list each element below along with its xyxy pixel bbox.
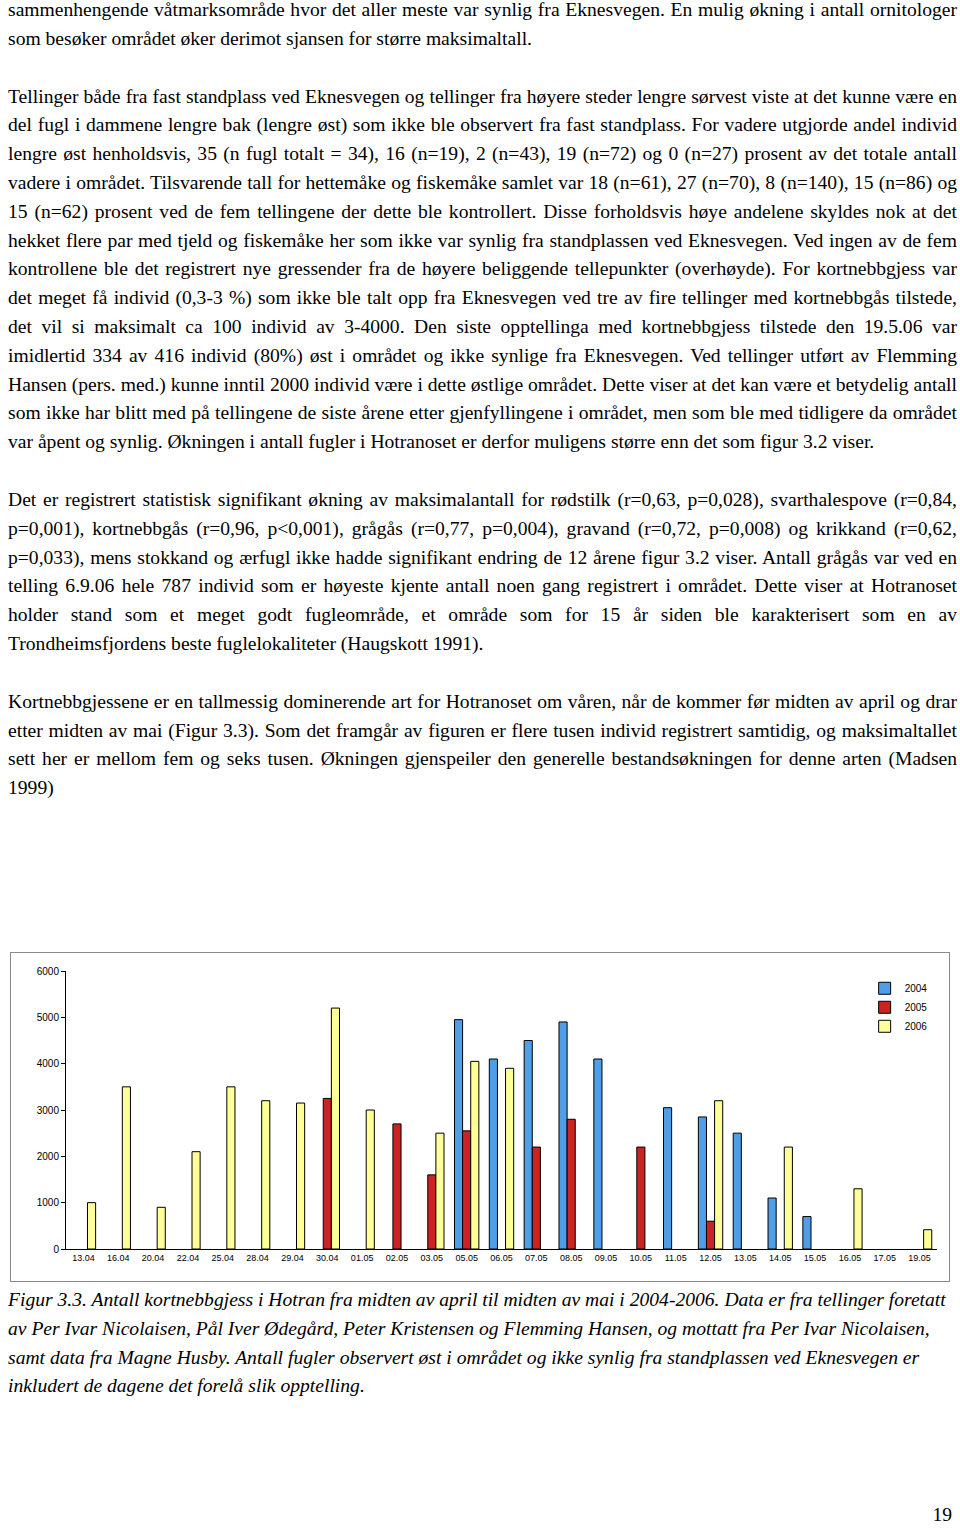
svg-text:2005: 2005 xyxy=(905,1002,928,1013)
svg-text:11.05: 11.05 xyxy=(665,1253,687,1263)
svg-text:06.05: 06.05 xyxy=(490,1253,513,1263)
svg-text:0: 0 xyxy=(53,1244,59,1255)
svg-text:02.05: 02.05 xyxy=(386,1253,409,1263)
svg-text:15.05: 15.05 xyxy=(804,1253,827,1263)
svg-text:2006: 2006 xyxy=(905,1021,928,1032)
svg-text:29.04: 29.04 xyxy=(281,1253,304,1263)
svg-text:5000: 5000 xyxy=(37,1012,60,1023)
svg-text:17.05: 17.05 xyxy=(873,1253,896,1263)
svg-text:14.05: 14.05 xyxy=(769,1253,792,1263)
svg-text:1000: 1000 xyxy=(37,1197,60,1208)
svg-text:22.04: 22.04 xyxy=(177,1253,200,1263)
svg-text:2004: 2004 xyxy=(905,983,928,994)
svg-text:03.05: 03.05 xyxy=(421,1253,444,1263)
svg-text:4000: 4000 xyxy=(37,1058,60,1069)
svg-text:05.05: 05.05 xyxy=(455,1253,478,1263)
html-text:Kortnebbgjessene er en tallmes: Kortnebbgjessene er en tallmessig domine… xyxy=(8,690,957,799)
html-text:Tellinger både fra fast standp: Tellinger både fra fast standplass ved E… xyxy=(8,85,957,453)
html-text:sammenhengende våtmarksområde: sammenhengende våtmarksområde hvor det a… xyxy=(8,0,957,49)
svg-text:09.05: 09.05 xyxy=(595,1253,618,1263)
svg-text:2000: 2000 xyxy=(37,1151,60,1162)
svg-text:10.05: 10.05 xyxy=(630,1253,653,1263)
html-text:Det er registrert statistisk s: Det er registrert statistisk signifikant… xyxy=(8,489,957,654)
html-text:Figur 3.3. Antall kortnebbgjes: Figur 3.3. Antall kortnebbgjess i Hotran… xyxy=(8,1289,946,1397)
svg-text:01.05: 01.05 xyxy=(351,1253,374,1263)
svg-text:08.05: 08.05 xyxy=(560,1253,583,1263)
html-text:19: 19 xyxy=(932,1504,952,1525)
svg-text:30.04: 30.04 xyxy=(316,1253,339,1263)
svg-text:19.05: 19.05 xyxy=(908,1253,931,1263)
svg-text:13.04: 13.04 xyxy=(72,1253,95,1263)
svg-text:3000: 3000 xyxy=(37,1105,60,1116)
svg-text:20.04: 20.04 xyxy=(142,1253,165,1263)
svg-text:28.04: 28.04 xyxy=(246,1253,269,1263)
svg-text:16.04: 16.04 xyxy=(107,1253,130,1263)
svg-text:07.05: 07.05 xyxy=(525,1253,548,1263)
svg-text:13.05: 13.05 xyxy=(734,1253,757,1263)
svg-text:6000: 6000 xyxy=(37,966,60,977)
svg-text:16.05: 16.05 xyxy=(839,1253,862,1263)
svg-text:25.04: 25.04 xyxy=(212,1253,235,1263)
svg-text:12.05: 12.05 xyxy=(699,1253,722,1263)
